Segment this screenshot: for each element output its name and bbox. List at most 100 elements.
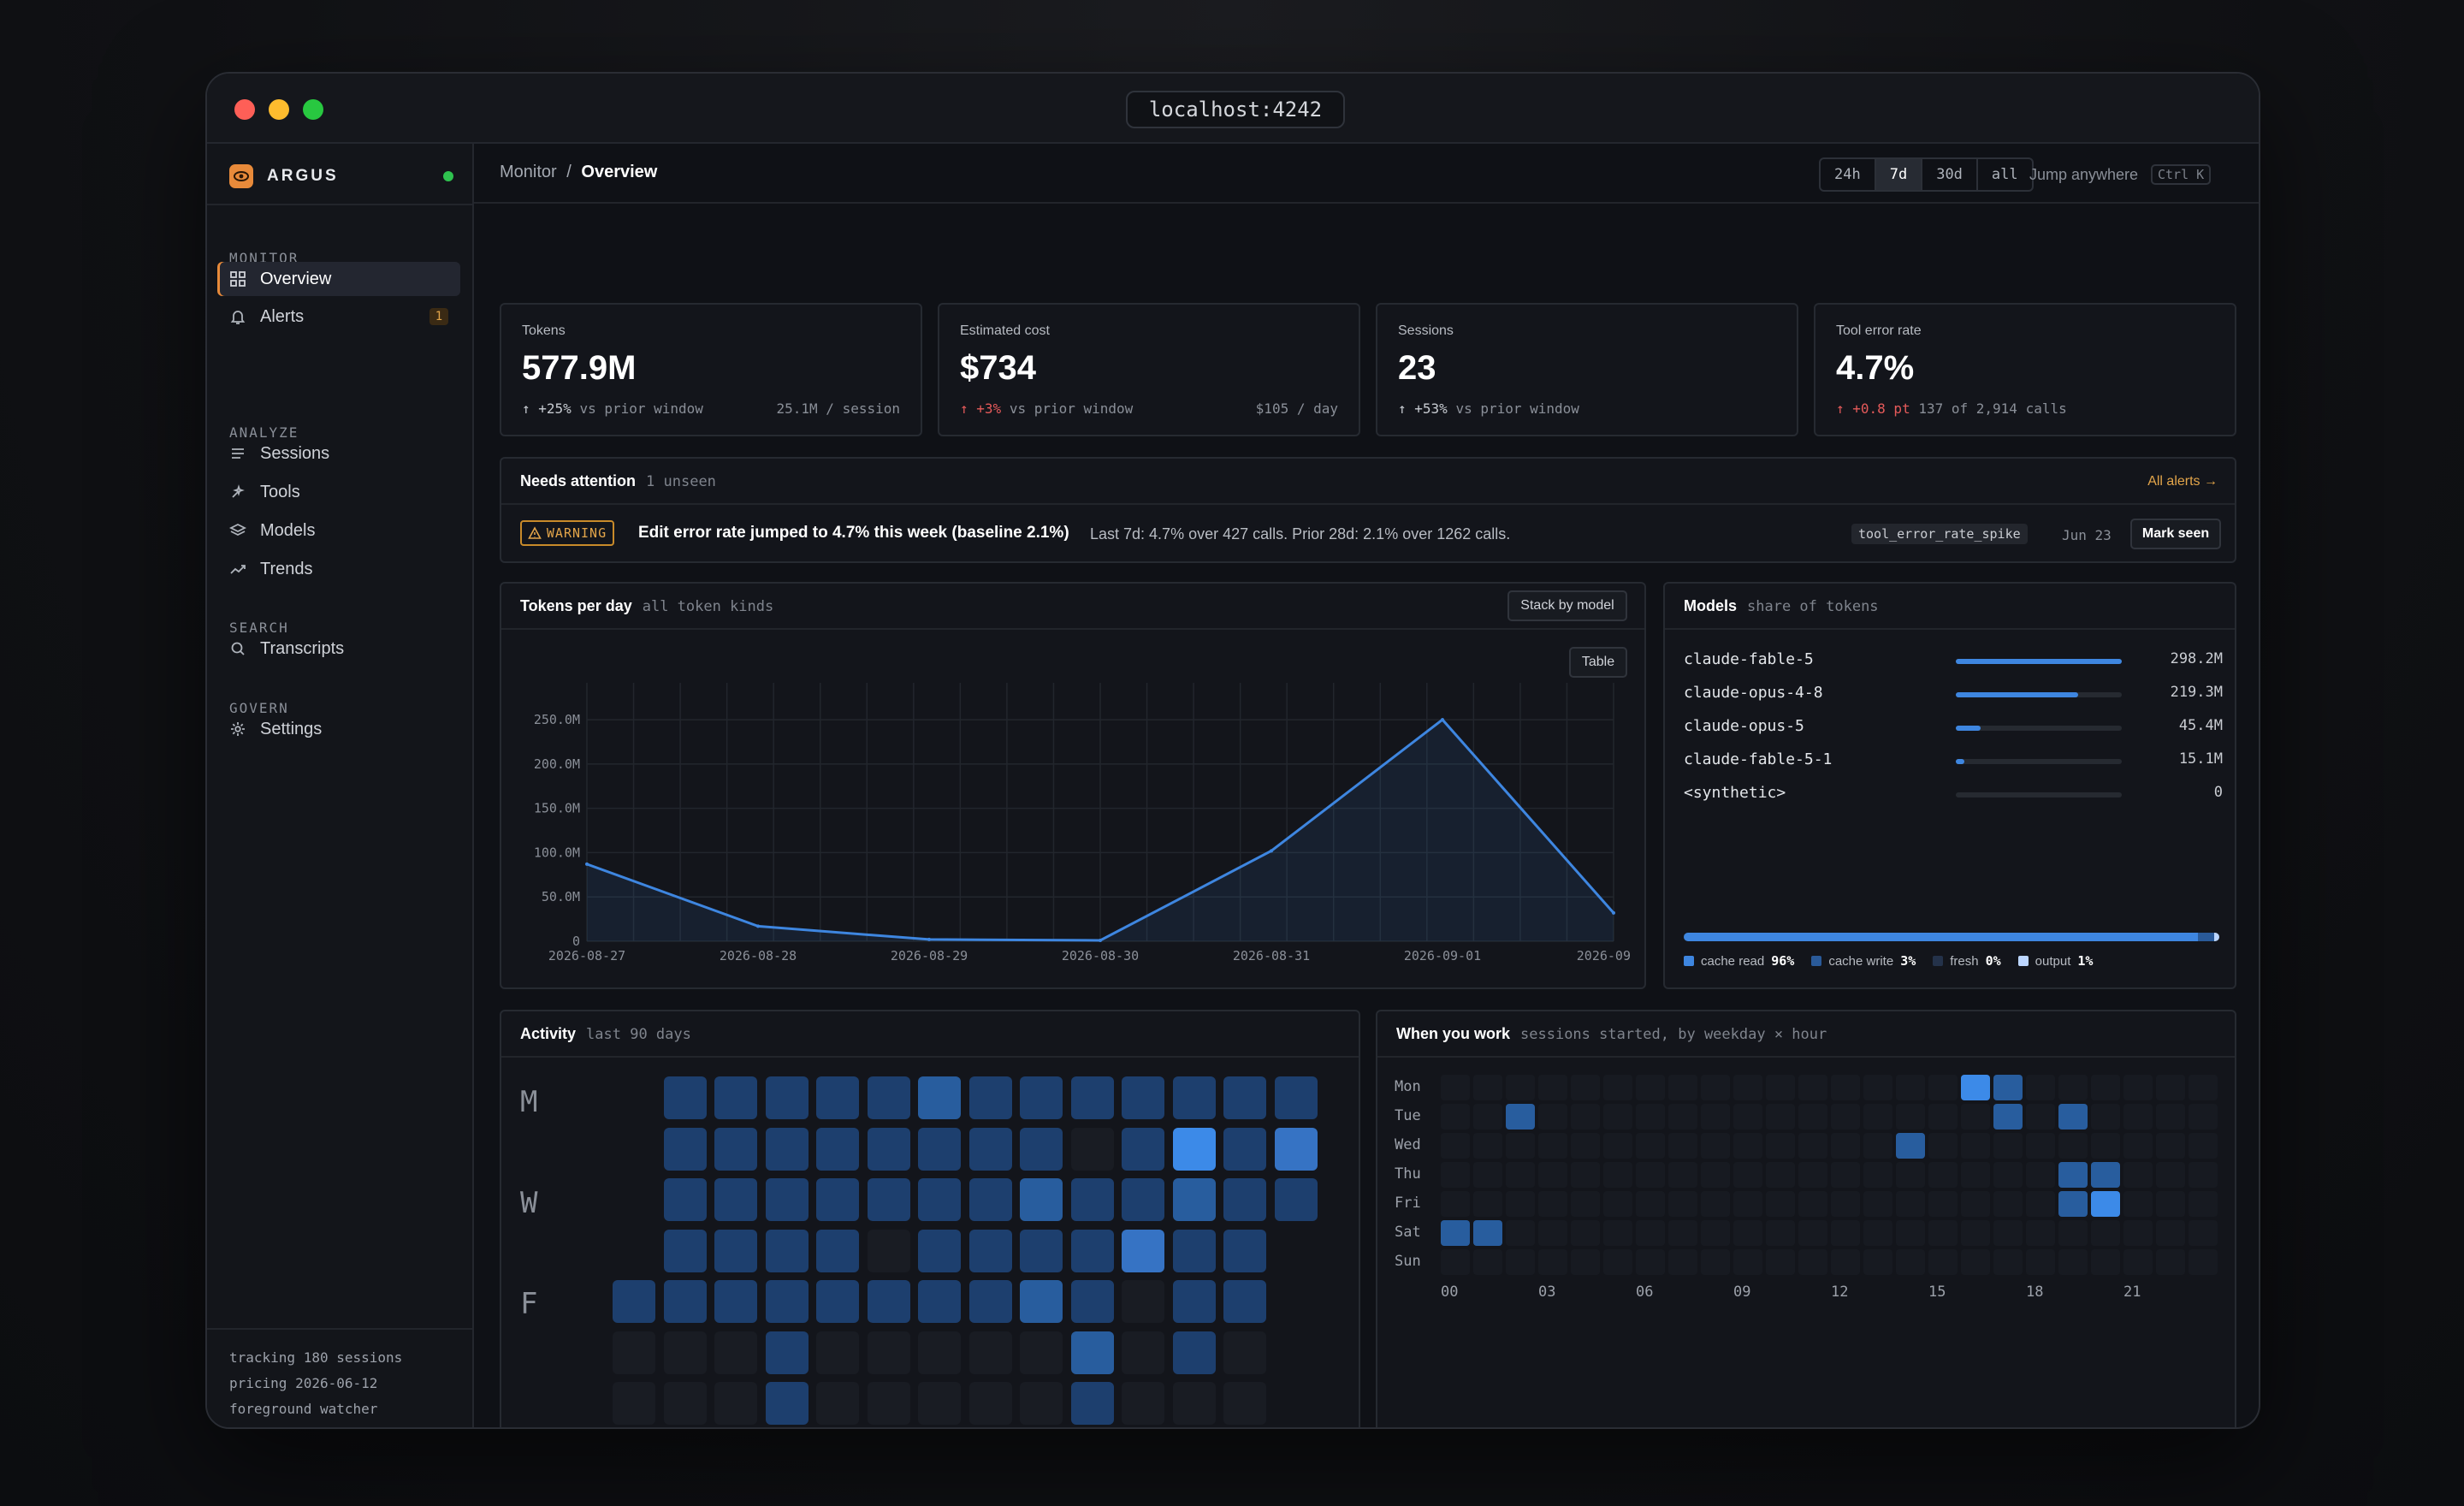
hour-cell[interactable] — [2189, 1133, 2218, 1159]
hour-cell[interactable] — [1863, 1104, 1892, 1130]
activity-cell[interactable] — [867, 1280, 910, 1323]
hour-cell[interactable] — [1441, 1220, 1470, 1246]
hour-cell[interactable] — [1701, 1220, 1730, 1246]
hour-cell[interactable] — [1506, 1075, 1535, 1100]
hour-cell[interactable] — [1571, 1191, 1600, 1217]
hour-cell[interactable] — [1928, 1249, 1958, 1275]
hour-cell[interactable] — [1798, 1133, 1827, 1159]
hour-cell[interactable] — [1571, 1133, 1600, 1159]
activity-cell[interactable] — [765, 1382, 808, 1425]
hour-cell[interactable] — [2189, 1104, 2218, 1130]
activity-cell[interactable] — [918, 1229, 961, 1272]
jump-anywhere-button[interactable]: Jump anywhere — [2029, 166, 2139, 183]
hour-cell[interactable] — [1863, 1220, 1892, 1246]
hour-cell[interactable] — [2156, 1075, 2185, 1100]
hour-cell[interactable] — [1766, 1075, 1795, 1100]
activity-cell[interactable] — [918, 1382, 961, 1425]
hour-cell[interactable] — [1928, 1133, 1958, 1159]
activity-cell[interactable] — [1020, 1382, 1063, 1425]
hour-cell[interactable] — [1766, 1249, 1795, 1275]
hour-cell[interactable] — [2091, 1075, 2120, 1100]
activity-cell[interactable] — [613, 1280, 655, 1323]
hour-cell[interactable] — [1733, 1104, 1762, 1130]
hour-cell[interactable] — [1538, 1220, 1567, 1246]
activity-cell[interactable] — [968, 1229, 1012, 1272]
hour-cell[interactable] — [1993, 1133, 2023, 1159]
maximize-window-button[interactable] — [303, 99, 323, 120]
hour-cell[interactable] — [1961, 1133, 1990, 1159]
hour-cell[interactable] — [1896, 1075, 1925, 1100]
activity-cell[interactable] — [816, 1076, 859, 1119]
activity-cell[interactable] — [1070, 1178, 1114, 1221]
hour-cell[interactable] — [2156, 1249, 2185, 1275]
hour-cell[interactable] — [1473, 1104, 1502, 1130]
activity-cell[interactable] — [1122, 1127, 1164, 1171]
hour-cell[interactable] — [1831, 1191, 1860, 1217]
hour-cell[interactable] — [1993, 1249, 2023, 1275]
hour-cell[interactable] — [2026, 1104, 2055, 1130]
activity-cell[interactable] — [663, 1127, 707, 1171]
hour-cell[interactable] — [2123, 1162, 2153, 1188]
activity-cell[interactable] — [714, 1229, 757, 1272]
hour-cell[interactable] — [1831, 1220, 1860, 1246]
hour-cell[interactable] — [1701, 1162, 1730, 1188]
hour-cell[interactable] — [2156, 1191, 2185, 1217]
hour-cell[interactable] — [2058, 1104, 2088, 1130]
mark-seen-button[interactable]: Mark seen — [2130, 519, 2221, 549]
hour-cell[interactable] — [1636, 1104, 1665, 1130]
activity-cell[interactable] — [1070, 1280, 1114, 1323]
activity-cell[interactable] — [918, 1127, 961, 1171]
hour-cell[interactable] — [1798, 1162, 1827, 1188]
activity-cell[interactable] — [613, 1382, 655, 1425]
sidebar-item-trends[interactable]: Trends — [217, 552, 460, 586]
activity-cell[interactable] — [714, 1178, 757, 1221]
hour-cell[interactable] — [2026, 1162, 2055, 1188]
activity-cell[interactable] — [1122, 1331, 1164, 1374]
model-row[interactable]: claude-opus-5 45.4M — [1684, 717, 2223, 738]
hour-cell[interactable] — [1896, 1191, 1925, 1217]
hour-cell[interactable] — [2189, 1220, 2218, 1246]
hour-cell[interactable] — [1831, 1075, 1860, 1100]
model-row[interactable]: claude-fable-5-1 15.1M — [1684, 750, 2223, 771]
activity-cell[interactable] — [1122, 1076, 1164, 1119]
sidebar-item-overview[interactable]: Overview — [217, 262, 460, 296]
hour-cell[interactable] — [1538, 1133, 1567, 1159]
hour-cell[interactable] — [1603, 1075, 1632, 1100]
hour-cell[interactable] — [1571, 1249, 1600, 1275]
minimize-window-button[interactable] — [269, 99, 289, 120]
hour-cell[interactable] — [1506, 1249, 1535, 1275]
hour-cell[interactable] — [2058, 1191, 2088, 1217]
hour-cell[interactable] — [2156, 1133, 2185, 1159]
activity-cell[interactable] — [1223, 1076, 1266, 1119]
activity-cell[interactable] — [1020, 1127, 1063, 1171]
activity-cell[interactable] — [1172, 1229, 1216, 1272]
hour-cell[interactable] — [1863, 1191, 1892, 1217]
hour-cell[interactable] — [1863, 1133, 1892, 1159]
hour-cell[interactable] — [1896, 1104, 1925, 1130]
activity-cell[interactable] — [714, 1280, 757, 1323]
breadcrumb-parent[interactable]: Monitor — [500, 163, 557, 181]
activity-cell[interactable] — [714, 1331, 757, 1374]
activity-cell[interactable] — [867, 1229, 910, 1272]
sidebar-item-models[interactable]: Models — [217, 513, 460, 548]
hour-cell[interactable] — [1668, 1104, 1697, 1130]
activity-cell[interactable] — [968, 1382, 1012, 1425]
hour-cell[interactable] — [2058, 1133, 2088, 1159]
hour-cell[interactable] — [1863, 1162, 1892, 1188]
activity-cell[interactable] — [1070, 1382, 1114, 1425]
activity-cell[interactable] — [816, 1382, 859, 1425]
hour-cell[interactable] — [1701, 1075, 1730, 1100]
hour-cell[interactable] — [1603, 1133, 1632, 1159]
activity-cell[interactable] — [918, 1076, 961, 1119]
hour-cell[interactable] — [2091, 1104, 2120, 1130]
hour-cell[interactable] — [1831, 1104, 1860, 1130]
activity-cell[interactable] — [968, 1076, 1012, 1119]
hour-cell[interactable] — [1668, 1249, 1697, 1275]
hour-cell[interactable] — [1571, 1162, 1600, 1188]
sidebar-item-tools[interactable]: Tools — [217, 475, 460, 509]
hour-cell[interactable] — [2058, 1162, 2088, 1188]
hour-cell[interactable] — [1506, 1191, 1535, 1217]
sidebar-item-sessions[interactable]: Sessions — [217, 436, 460, 471]
range-all[interactable]: all — [1991, 166, 2018, 183]
hour-cell[interactable] — [1441, 1104, 1470, 1130]
